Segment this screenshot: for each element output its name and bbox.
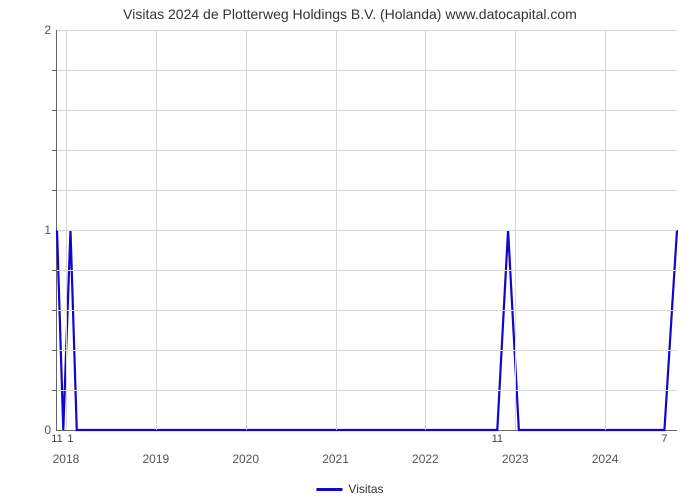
grid-line-h-minor [57,70,677,71]
y-minor-tick [52,270,57,271]
x-tick-label: 2024 [592,448,619,466]
x-tick-label: 2022 [412,448,439,466]
data-point-label: 1 [67,433,73,445]
y-minor-tick [52,310,57,311]
grid-line-h-minor [57,110,677,111]
x-tick-label: 2019 [142,448,169,466]
legend: Visitas [316,482,383,496]
grid-line-v [425,30,426,430]
plot-area: 0122018201920202021202220232024111117 [56,30,677,431]
y-minor-tick [52,190,57,191]
grid-line-v [336,30,337,430]
y-minor-tick [52,110,57,111]
x-tick-label: 2020 [232,448,259,466]
legend-label: Visitas [348,482,383,496]
grid-line-h-minor [57,310,677,311]
grid-line-v [515,30,516,430]
chart-title: Visitas 2024 de Plotterweg Holdings B.V.… [0,0,700,22]
grid-line-v [66,30,67,430]
grid-line-h-minor [57,150,677,151]
y-minor-tick [52,70,57,71]
y-minor-tick [52,150,57,151]
y-tick-label: 2 [44,23,57,37]
legend-swatch [316,488,342,491]
grid-line-h-minor [57,270,677,271]
data-point-label: 11 [492,433,503,445]
grid-line-v [605,30,606,430]
grid-line-v [246,30,247,430]
grid-line-v [156,30,157,430]
series-line [57,230,677,430]
x-tick-label: 2021 [322,448,349,466]
y-minor-tick [52,350,57,351]
grid-line-h-minor [57,390,677,391]
chart-container: Visitas 2024 de Plotterweg Holdings B.V.… [0,0,700,500]
x-tick-label: 2018 [53,448,80,466]
x-tick-label: 2023 [502,448,529,466]
data-point-label: 11 [51,433,62,445]
y-tick-label: 1 [44,223,57,237]
grid-line-h [57,30,677,31]
y-minor-tick [52,390,57,391]
grid-line-h-minor [57,190,677,191]
grid-line-h [57,230,677,231]
data-point-label: 7 [661,433,667,445]
grid-line-h-minor [57,350,677,351]
